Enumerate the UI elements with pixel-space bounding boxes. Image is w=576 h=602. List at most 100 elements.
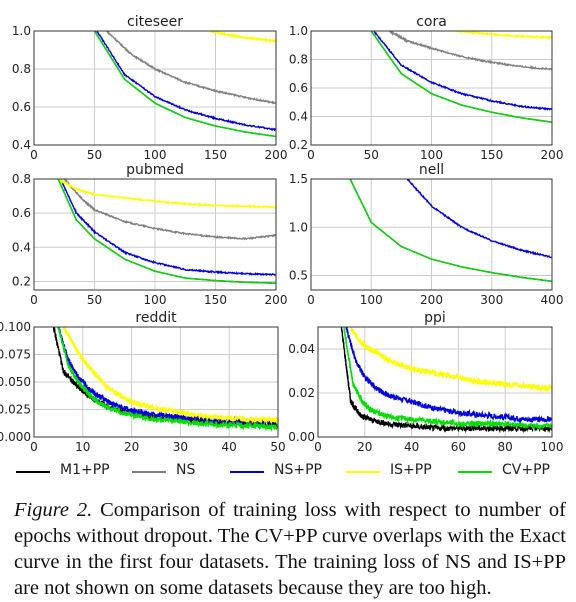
axes-frame	[317, 326, 553, 438]
panel-title: citeseer	[127, 14, 183, 30]
series-line-is-pp	[209, 31, 276, 44]
series-line-ns-pp	[406, 179, 552, 259]
x-tick-label: 200	[265, 293, 288, 307]
series-group	[349, 179, 552, 282]
x-tick-label: 30	[173, 440, 188, 454]
y-tick-label: 1.0	[289, 24, 308, 38]
x-tick-label: 80	[498, 440, 513, 454]
series-line-cv-pp	[370, 31, 552, 123]
legend-swatch-cvpp	[458, 471, 492, 473]
x-tick-label: 150	[480, 148, 503, 162]
x-tick-label: 300	[480, 293, 503, 307]
x-tick-label: 40	[404, 440, 419, 454]
panel-title: cora	[416, 14, 447, 30]
series-group	[340, 327, 552, 434]
series-line-cv-pp	[57, 179, 276, 284]
series-line-m1-pp	[340, 327, 552, 434]
legend-swatch-nspp	[230, 471, 264, 473]
x-tick-label: 100	[360, 293, 383, 307]
y-tick-label: 0.00	[288, 430, 315, 444]
series-line-ns	[388, 31, 552, 71]
y-tick-label: 0.6	[12, 206, 31, 220]
axes-frame	[33, 30, 277, 146]
series-line-ns	[106, 31, 276, 105]
y-tick-label: 0.100	[0, 320, 31, 334]
series-group	[52, 327, 278, 432]
y-tick-label: 0.025	[0, 403, 31, 417]
x-tick-label: 100	[144, 148, 167, 162]
x-tick-label: 0	[307, 148, 315, 162]
x-tick-label: 50	[87, 293, 102, 307]
chart-panel-reddit: 0 10 20 30 40 50 0.000 0.025 0.050 0.075 0.100 redd…	[0, 310, 286, 454]
x-tick-label: 100	[541, 440, 564, 454]
series-line-ns	[63, 179, 276, 241]
x-tick-label: 40	[222, 440, 237, 454]
x-tick-label: 150	[204, 148, 227, 162]
series-line-ns-pp	[345, 327, 552, 424]
x-tick-label: 20	[357, 440, 372, 454]
series-line-cv-pp	[349, 179, 552, 282]
chart-panel-cora: 0 50 100 150 200 0.2 0.4 0.6 0.8 1.0 cora	[289, 14, 564, 162]
series-line-cv-pp	[343, 327, 552, 431]
y-tick-label: 0.02	[288, 386, 315, 400]
legend-swatch-ns	[132, 471, 166, 473]
y-tick-label: 0.075	[0, 348, 31, 362]
panel-title: pubmed	[126, 162, 184, 178]
panel-title: nell	[419, 162, 444, 178]
series-line-ns-pp	[57, 327, 278, 427]
x-tick-label: 100	[420, 148, 443, 162]
x-tick-label: 0	[30, 148, 38, 162]
x-tick-label: 0	[30, 440, 38, 454]
x-tick-label: 400	[541, 293, 564, 307]
series-group	[370, 31, 552, 123]
chart-panel-citeseer: 0 50 100 150 200 0.4 0.6 0.8 1.0 citeseer	[12, 14, 288, 162]
y-tick-label: 1.5	[289, 172, 308, 186]
series-line-is-pp	[62, 327, 278, 426]
y-tick-label: 0.5	[289, 269, 308, 283]
x-tick-label: 50	[270, 440, 285, 454]
x-tick-label: 150	[204, 293, 227, 307]
legend-swatch-ispp	[346, 471, 380, 473]
series-line-cv-pp	[57, 327, 278, 432]
legend-label-m1pp: M1+PP	[60, 462, 110, 478]
x-tick-label: 50	[364, 148, 379, 162]
panel-title: reddit	[135, 310, 177, 326]
y-tick-label: 0.2	[289, 138, 308, 152]
y-tick-label: 0.050	[0, 375, 31, 389]
caption-text: Comparison of training loss with respect…	[14, 499, 567, 599]
x-tick-label: 10	[75, 440, 90, 454]
series-group	[93, 31, 276, 138]
x-tick-label: 0	[307, 293, 315, 307]
series-line-is-pp	[455, 31, 552, 40]
chart-panel-ppi: 0 20 40 60 80 100 0.00 0.02 0.04 ppi	[288, 310, 563, 454]
series-line-cv-pp	[93, 31, 276, 138]
axes-frame	[33, 326, 279, 438]
y-tick-label: 0.000	[0, 430, 31, 444]
y-tick-label: 0.8	[289, 53, 308, 67]
axes-frame	[310, 178, 553, 291]
x-tick-label: 60	[451, 440, 466, 454]
panel-title: ppi	[424, 310, 446, 326]
series-group	[57, 179, 276, 284]
caption-figure-label: Figure 2.	[14, 499, 93, 521]
x-tick-label: 200	[420, 293, 443, 307]
series-line-ns-pp	[373, 31, 552, 111]
legend-swatch-m1pp	[16, 471, 50, 473]
y-tick-label: 0.6	[289, 81, 308, 95]
y-tick-label: 0.8	[12, 172, 31, 186]
legend: M1+PP NS NS+PP IS+PP CV+PP	[0, 456, 576, 486]
chart-panel-pubmed: 0 50 100 150 200 0.2 0.4 0.6 0.8 pubmed	[12, 162, 288, 307]
series-line-ns-pp	[96, 31, 276, 132]
y-tick-label: 0.04	[288, 342, 315, 356]
y-tick-label: 1.0	[289, 220, 308, 234]
y-tick-label: 1.0	[12, 24, 31, 38]
axes-frame	[310, 30, 553, 146]
x-tick-label: 100	[144, 293, 167, 307]
y-tick-label: 0.6	[12, 100, 31, 114]
series-line-is-pp	[350, 327, 552, 394]
series-line-ns-pp	[60, 179, 276, 277]
legend-label-ispp: IS+PP	[390, 462, 432, 478]
axes-frame	[33, 178, 277, 291]
y-tick-label: 0.4	[12, 138, 31, 152]
